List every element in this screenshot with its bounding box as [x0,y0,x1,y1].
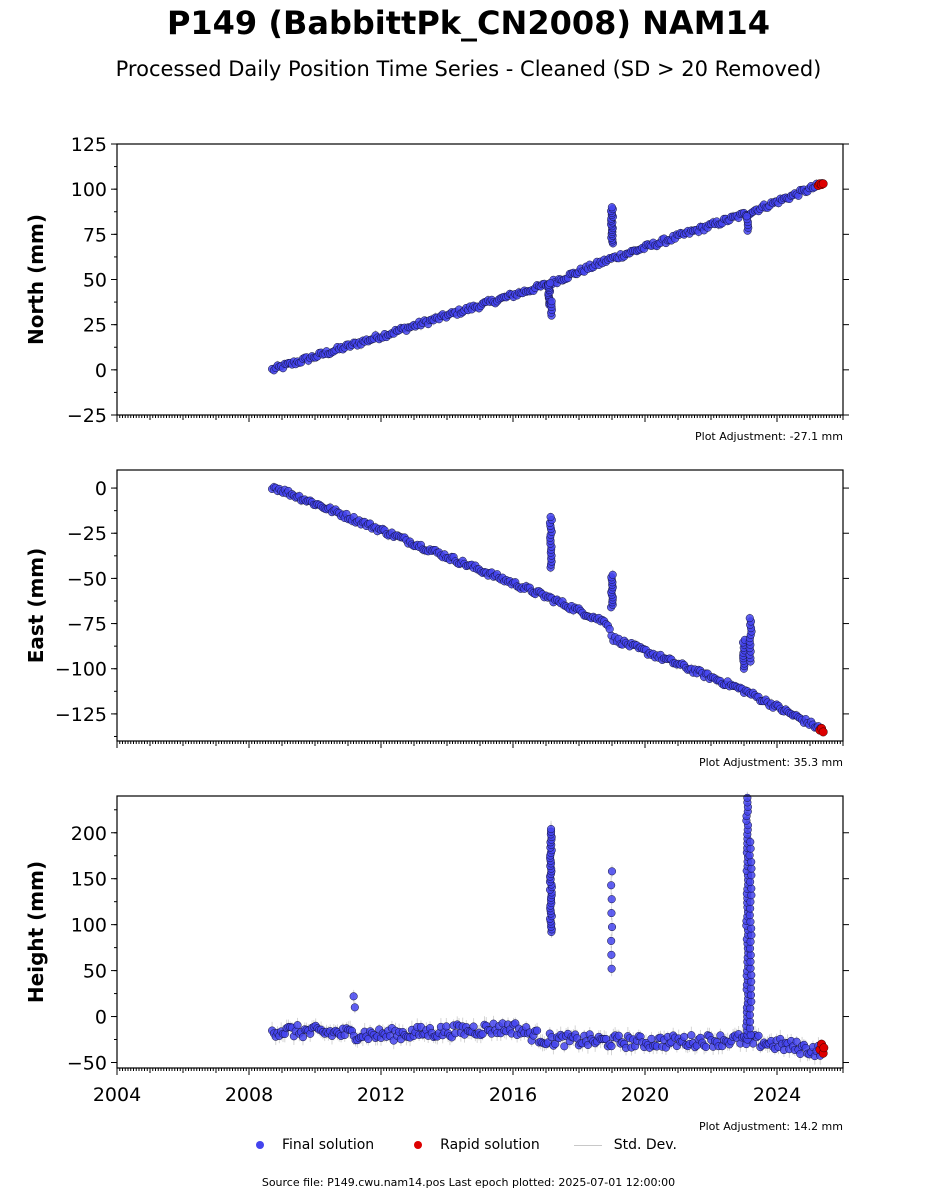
panel3-final-point [746,877,755,886]
panel3-final-point [607,922,617,932]
panel2-ytick-label: −25 [67,523,107,545]
panel3-final-point [746,937,755,946]
panel3-final-point [792,1037,801,1046]
panel3-final-point [754,1031,763,1040]
panel3-ytick-label: −50 [67,1052,107,1074]
panel3-final-point [546,825,556,834]
source-footer: Source file: P149.cwu.nam14.pos Last epo… [261,1176,676,1189]
panel3-final-point [747,857,756,866]
panel3-xtick-label: 2004 [93,1084,141,1106]
page-title: P149 (BabbittPk_CN2008) NAM14 [166,4,771,42]
panel3-final-point [746,1030,755,1039]
page-subtitle: Processed Daily Position Time Series - C… [115,57,822,81]
panel3-final-point [298,1033,308,1042]
panel1-ytick-label: 0 [95,360,107,382]
panel3-final-point [614,1031,623,1040]
panel3-plot-adjustment: Plot Adjustment: 14.2 mm [699,1120,843,1133]
panel3-ylabel: Height (mm) [24,861,48,1003]
panel1-ytick-label: 75 [83,224,107,246]
panel3-final-point [746,897,755,906]
panel3-final-point [607,895,616,904]
panel3-ytick-label: 100 [71,915,107,937]
legend-rapid: Rapid solution [408,1137,540,1153]
legend-final-marker [256,1141,264,1149]
panel3-final-point [687,1031,696,1040]
panel3-xtick-label: 2008 [225,1084,273,1106]
legend-std: Std. Dev. [573,1137,677,1153]
panel3-ytick-label: 150 [71,869,107,891]
panel3-xtick-label: 2020 [621,1084,669,1106]
panel1-final-point [546,279,555,288]
panel2-rapid-point [818,727,828,737]
panel1-final-point [607,203,616,212]
panel3-final-point [442,1022,451,1031]
panel1-ytick-label: 25 [83,315,107,337]
panel3-frame [116,795,844,1069]
panel1-ylabel: North (mm) [24,214,48,345]
panel3-final-point [607,964,616,973]
panel3-final-point [747,884,756,893]
panel1-final-point [742,212,751,221]
legend-final: Final solution [250,1137,374,1153]
panel1-frame [116,143,844,416]
legend: Final solution Rapid solution Std. Dev. [250,1137,711,1153]
panel3-final-point [350,1003,359,1012]
panel3-final-point [746,837,755,846]
panel2-final-point [605,625,614,634]
panel3-final-point [746,951,755,960]
panel3-xtick-label: 2012 [357,1084,405,1106]
panel3-rapid-point [819,1043,829,1053]
panel2-final-point [546,512,555,522]
legend-rapid-label: Rapid solution [440,1137,540,1153]
panel2-plot-adjustment: Plot Adjustment: 35.3 mm [699,756,843,769]
panel3-ytick-label: 50 [83,961,107,983]
panel3-final-point [743,793,752,802]
panel3-final-point [469,1022,478,1031]
panel3-final-point [747,924,756,933]
panel3-ytick-label: 0 [95,1007,107,1029]
panel2-ylabel: East (mm) [24,548,48,664]
panel1-ytick-label: 50 [83,270,107,292]
panel3-final-point [607,909,616,918]
panel2-ytick-label: −75 [67,614,107,636]
panel2-final-point [608,570,617,579]
panel3-final-point [478,1029,487,1038]
legend-std-label: Std. Dev. [613,1137,677,1153]
panel1-rapid-point [818,179,828,189]
panel1-plot-adjustment: Plot Adjustment: -27.1 mm [695,430,843,443]
panel1-ytick-label: 125 [71,134,107,156]
panel3-final-point [680,1032,689,1041]
panel3-final-point [747,970,756,980]
panel2-ytick-label: 0 [95,478,107,500]
panel3-final-point [607,950,616,959]
legend-std-line [573,1144,602,1146]
panel3-xtick-label: 2024 [753,1084,801,1106]
panel3-final-point [701,1042,710,1052]
panel3-final-point [796,1049,805,1059]
panel3-ytick-label: 200 [71,823,107,845]
legend-rapid-marker [414,1141,423,1149]
panel3-final-point [560,1042,569,1051]
panel3-xtick-label: 2016 [489,1084,537,1106]
panel2-final-point [745,614,754,623]
panel1-final-point [547,297,556,306]
panel3-final-point [607,936,616,945]
panel2-ytick-label: −125 [55,704,107,726]
panel3-final-point [293,1021,302,1030]
panel2-ytick-label: −50 [67,568,107,590]
panel3-final-point [533,1026,542,1035]
legend-final-label: Final solution [282,1137,375,1153]
panel3-final-point [745,851,754,860]
panel3-final-point [349,992,358,1001]
panel3-final-point [746,1004,755,1013]
panel3-final-point [607,867,617,876]
panel1-ytick-label: −25 [67,405,107,427]
panel2-ytick-label: −100 [55,659,107,681]
panel3-final-point [607,1042,616,1051]
panel1-ytick-label: 100 [71,179,107,201]
panel2-frame [116,469,844,742]
panel3-final-point [607,881,616,890]
